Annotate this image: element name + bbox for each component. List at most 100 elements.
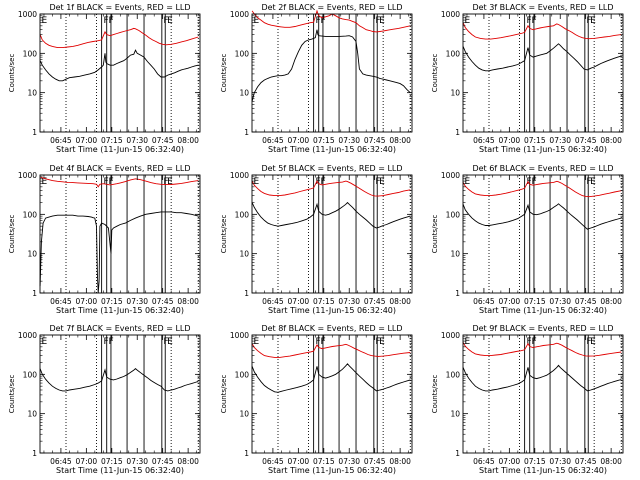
flag-label: E xyxy=(465,16,471,26)
x-tick-label: 07:30 xyxy=(126,297,148,306)
detector-panel: Det 2f BLACK = Events, RED = LLD Counts/s… xyxy=(220,3,413,154)
x-tick-label: 07:45 xyxy=(575,136,597,145)
flag-label: E xyxy=(42,337,48,347)
y-tick-label: 1 xyxy=(455,128,460,137)
x-tick-label: 07:30 xyxy=(549,136,571,145)
flag-label: F xyxy=(526,337,531,347)
flag-label: E xyxy=(465,177,471,187)
flag-label: E xyxy=(379,337,385,347)
flag-label: E xyxy=(254,177,260,187)
lld-series-line xyxy=(462,342,622,357)
x-tick-label: 07:00 xyxy=(76,136,98,145)
y-tick-label: 10 xyxy=(239,89,249,98)
x-tick-label: 06:45 xyxy=(473,136,495,145)
lld-series-line xyxy=(251,180,411,197)
x-axis-label: Start Time (11-Jun-15 06:32:40) xyxy=(56,145,184,154)
x-tick-label: 06:45 xyxy=(262,136,284,145)
flag-label: E xyxy=(254,16,260,26)
y-tick-label: 100 xyxy=(446,49,461,58)
y-tick-label: 1 xyxy=(455,289,460,298)
plot-frame xyxy=(39,13,201,133)
flag-label: E xyxy=(167,16,173,26)
x-tick-label: 07:45 xyxy=(152,457,174,466)
y-tick-label: 1000 xyxy=(18,171,37,180)
plot-frame xyxy=(251,13,413,133)
plot-frame xyxy=(39,334,201,454)
flag-label: E xyxy=(590,16,596,26)
y-tick-label: 100 xyxy=(446,370,461,379)
y-tick-label: 1000 xyxy=(230,331,249,340)
flag-label: F xyxy=(109,177,114,187)
x-axis-label: Start Time (11-Jun-15 06:32:40) xyxy=(479,466,607,475)
panel-title: Det 1f BLACK = Events, RED = LLD xyxy=(49,3,190,12)
x-tick-label: 06:45 xyxy=(50,457,72,466)
panel-title: Det 6f BLACK = Events, RED = LLD xyxy=(472,164,613,173)
events-series-line xyxy=(39,367,199,392)
x-tick-label: 07:15 xyxy=(101,297,123,306)
x-tick-label: 08:00 xyxy=(177,136,199,145)
flag-label: F xyxy=(532,177,537,187)
flag-label: E xyxy=(465,337,471,347)
x-axis-label: Start Time (11-Jun-15 06:32:40) xyxy=(268,145,396,154)
y-axis-label: Counts/sec xyxy=(8,54,16,93)
lld-series-line xyxy=(251,9,411,33)
flag-label: F xyxy=(315,337,320,347)
x-tick-label: 07:30 xyxy=(338,297,360,306)
y-tick-label: 100 xyxy=(23,370,38,379)
x-tick-label: 08:00 xyxy=(389,136,411,145)
x-tick-label: 07:30 xyxy=(338,136,360,145)
x-tick-label: 07:15 xyxy=(101,457,123,466)
flag-label: F xyxy=(103,337,108,347)
y-tick-label: 1000 xyxy=(230,171,249,180)
lld-series-line xyxy=(39,176,199,188)
x-tick-label: 07:30 xyxy=(126,136,148,145)
flag-label: F xyxy=(103,177,108,187)
flag-label: E xyxy=(42,177,48,187)
y-tick-label: 10 xyxy=(27,250,37,259)
plot-frame xyxy=(462,334,624,454)
detector-panel: Det 9f BLACK = Events, RED = LLD Counts/s… xyxy=(431,324,624,475)
events-series-line xyxy=(251,363,411,393)
x-tick-label: 07:15 xyxy=(524,297,546,306)
panel-title: Det 2f BLACK = Events, RED = LLD xyxy=(261,3,402,12)
lld-series-line xyxy=(462,22,622,40)
detector-panel: Det 1f BLACK = Events, RED = LLD Counts/s… xyxy=(8,3,201,154)
y-tick-label: 100 xyxy=(23,210,38,219)
x-tick-label: 06:45 xyxy=(262,457,284,466)
x-tick-label: 07:00 xyxy=(499,297,521,306)
plot-frame xyxy=(39,174,201,294)
flag-label: F xyxy=(532,337,537,347)
panel-title: Det 4f BLACK = Events, RED = LLD xyxy=(49,164,190,173)
x-tick-label: 07:30 xyxy=(126,457,148,466)
flag-label: F xyxy=(103,16,108,26)
y-tick-label: 100 xyxy=(235,49,250,58)
y-axis-label: Counts/sec xyxy=(8,375,16,414)
x-tick-label: 07:45 xyxy=(364,136,386,145)
events-series-line xyxy=(39,211,199,294)
x-axis-label: Start Time (11-Jun-15 06:32:40) xyxy=(479,145,607,154)
x-tick-label: 07:00 xyxy=(288,457,310,466)
x-tick-label: 07:45 xyxy=(575,457,597,466)
x-tick-label: 06:45 xyxy=(473,297,495,306)
x-tick-label: 07:45 xyxy=(152,297,174,306)
flag-label: E xyxy=(590,177,596,187)
flag-label: F xyxy=(315,16,320,26)
lld-series-line xyxy=(39,27,199,49)
y-tick-label: 1000 xyxy=(230,10,249,19)
x-axis-label: Start Time (11-Jun-15 06:32:40) xyxy=(268,466,396,475)
x-tick-label: 06:45 xyxy=(50,297,72,306)
detector-panel: Det 8f BLACK = Events, RED = LLD Counts/s… xyxy=(220,324,413,475)
flag-label: F xyxy=(109,16,114,26)
detector-panel: Det 7f BLACK = Events, RED = LLD Counts/s… xyxy=(8,324,201,475)
events-series-line xyxy=(39,49,199,82)
plot-frame xyxy=(251,334,413,454)
panel-title: Det 9f BLACK = Events, RED = LLD xyxy=(472,324,613,333)
y-axis-label: Counts/sec xyxy=(220,375,228,414)
x-tick-label: 07:15 xyxy=(313,297,335,306)
panel-title: Det 5f BLACK = Events, RED = LLD xyxy=(261,164,402,173)
flag-label: F xyxy=(586,337,591,347)
y-tick-label: 10 xyxy=(450,410,460,419)
events-series-line xyxy=(462,203,622,230)
x-axis-label: Start Time (11-Jun-15 06:32:40) xyxy=(56,306,184,315)
